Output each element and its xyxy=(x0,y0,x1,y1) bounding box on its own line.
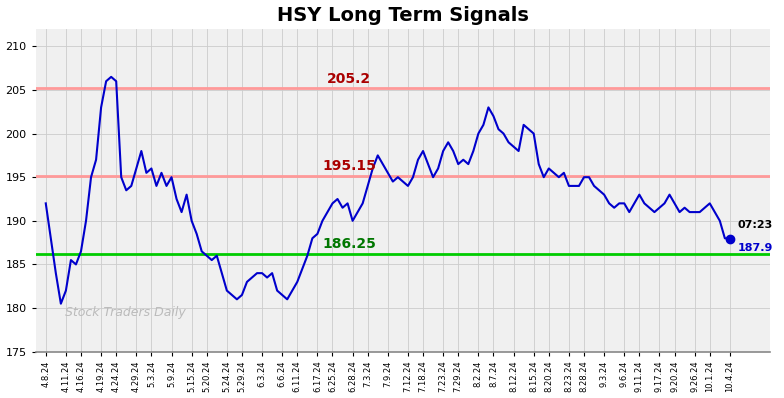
Text: 195.15: 195.15 xyxy=(322,159,376,173)
Text: 186.25: 186.25 xyxy=(322,237,376,251)
Title: HSY Long Term Signals: HSY Long Term Signals xyxy=(277,6,529,25)
Text: 205.2: 205.2 xyxy=(327,72,371,86)
Text: Stock Traders Daily: Stock Traders Daily xyxy=(65,306,186,319)
Text: 187.9: 187.9 xyxy=(738,244,773,254)
Text: 07:23: 07:23 xyxy=(738,220,773,230)
